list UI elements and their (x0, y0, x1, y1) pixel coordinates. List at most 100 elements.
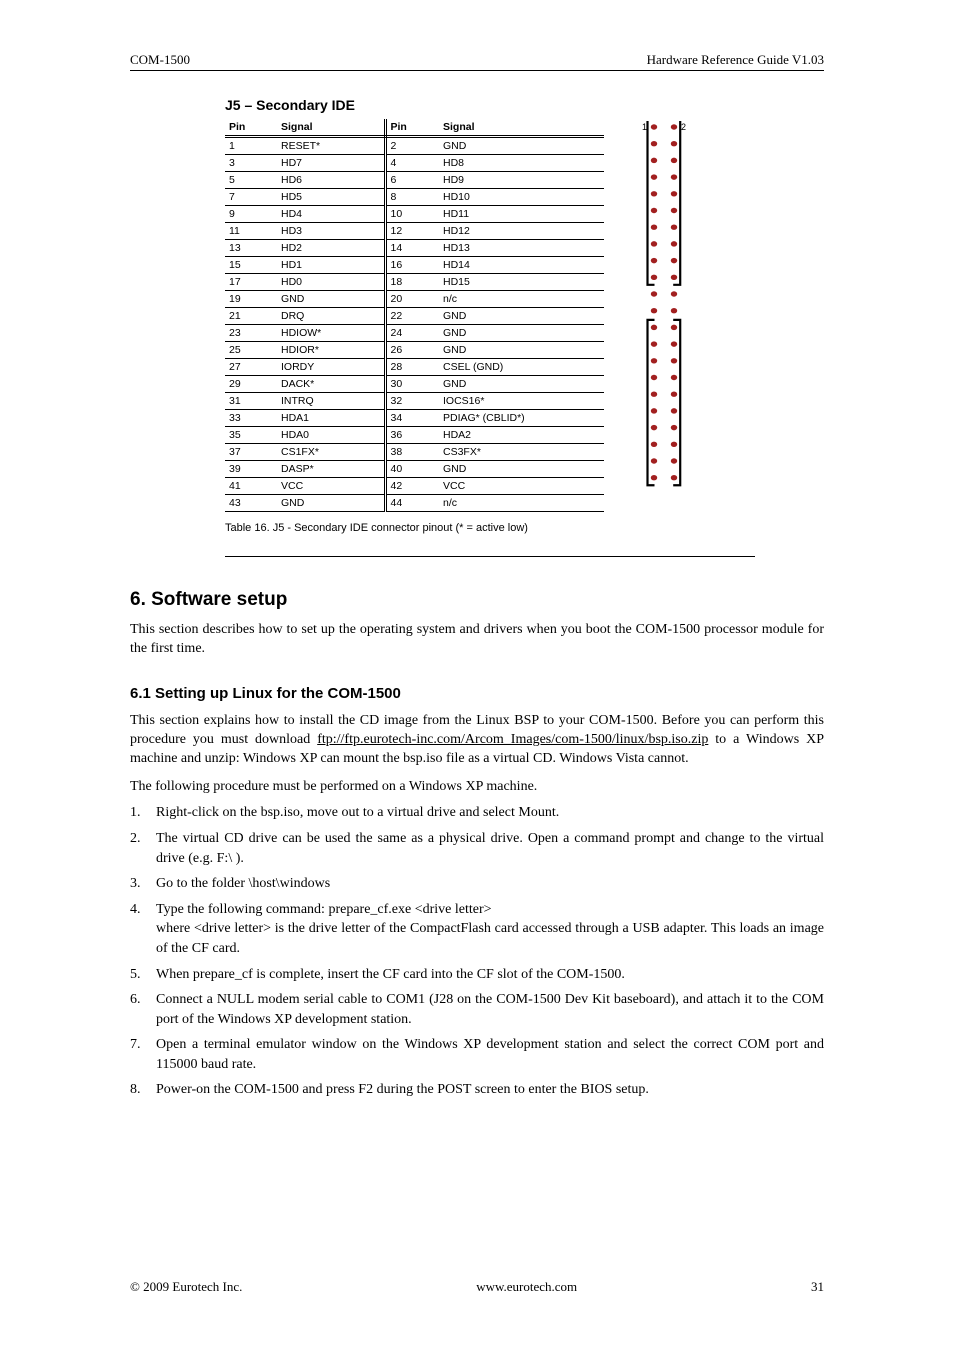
pin-number-cell: 17 (225, 274, 277, 291)
signal-cell: HDA0 (277, 427, 385, 444)
signal-cell: GND (439, 342, 604, 359)
h2-linux-setup: 6.1 Setting up Linux for the COM-1500 (130, 685, 824, 702)
signal-cell: PDIAG* (CBLID*) (439, 410, 604, 427)
footer-url: www.eurotech.com (476, 1279, 577, 1295)
header-doc-title: Hardware Reference Guide V1.03 (647, 52, 824, 68)
signal-cell: IORDY (277, 359, 385, 376)
step-text: Open a terminal emulator window on the W… (156, 1035, 824, 1074)
pin-number-cell: 43 (225, 495, 277, 512)
step-text: Go to the folder \host\windows (156, 874, 824, 894)
pin-number-cell: 1 (225, 137, 277, 155)
pin-number-cell: 4 (385, 155, 439, 172)
signal-cell: HD1 (277, 257, 385, 274)
pin-number-cell: 15 (225, 257, 277, 274)
pin-number-cell: 33 (225, 410, 277, 427)
signal-cell: GND (277, 495, 385, 512)
pin-number-cell: 18 (385, 274, 439, 291)
header-product: COM-1500 (130, 52, 190, 68)
bsp-download-link[interactable]: ftp://ftp.eurotech-inc.com/Arcom_Images/… (317, 732, 708, 747)
signal-cell: VCC (439, 478, 604, 495)
section-title: J5 – Secondary IDE (225, 97, 824, 113)
signal-cell: HDA1 (277, 410, 385, 427)
signal-cell: HDIOR* (277, 342, 385, 359)
signal-cell: GND (439, 461, 604, 478)
connector-diagram: 12 (642, 121, 688, 504)
step-item: 6.Connect a NULL modem serial cable to C… (130, 990, 824, 1029)
step-number: 4. (130, 900, 156, 959)
signal-cell: GND (439, 137, 604, 155)
signal-cell: HDIOW* (277, 325, 385, 342)
signal-cell: VCC (277, 478, 385, 495)
signal-cell: CS1FX* (277, 444, 385, 461)
signal-cell: HD2 (277, 240, 385, 257)
signal-cell: HD5 (277, 189, 385, 206)
pinout-col-header: Signal (439, 119, 604, 137)
step-item: 4.Type the following command: prepare_cf… (130, 900, 824, 959)
signal-cell: HD9 (439, 172, 604, 189)
pin-number-cell: 6 (385, 172, 439, 189)
signal-cell: GND (439, 376, 604, 393)
step-text: Type the following command: prepare_cf.e… (156, 900, 824, 959)
pin-number-cell: 10 (385, 206, 439, 223)
svg-text:2: 2 (681, 122, 686, 132)
signal-cell: n/c (439, 495, 604, 512)
pin-number-cell: 24 (385, 325, 439, 342)
signal-cell: GND (439, 308, 604, 325)
pin-number-cell: 8 (385, 189, 439, 206)
step-number: 8. (130, 1080, 156, 1100)
signal-cell: HD10 (439, 189, 604, 206)
signal-cell: HD11 (439, 206, 604, 223)
pin-number-cell: 35 (225, 427, 277, 444)
step-item: 7.Open a terminal emulator window on the… (130, 1035, 824, 1074)
pin-number-cell: 19 (225, 291, 277, 308)
signal-cell: CS3FX* (439, 444, 604, 461)
pin-number-cell: 3 (225, 155, 277, 172)
pin-number-cell: 23 (225, 325, 277, 342)
signal-cell: IOCS16* (439, 393, 604, 410)
step-number: 5. (130, 965, 156, 985)
pin-number-cell: 42 (385, 478, 439, 495)
signal-cell: HD4 (277, 206, 385, 223)
pinout-col-header: Signal (277, 119, 385, 137)
signal-cell: HD7 (277, 155, 385, 172)
step-number: 7. (130, 1035, 156, 1074)
signal-cell: HD12 (439, 223, 604, 240)
step-item: 3.Go to the folder \host\windows (130, 874, 824, 894)
step-item: 5.When prepare_cf is complete, insert th… (130, 965, 824, 985)
step-number: 1. (130, 803, 156, 823)
pin-number-cell: 25 (225, 342, 277, 359)
footer-copyright: © 2009 Eurotech Inc. (130, 1279, 242, 1295)
signal-cell: CSEL (GND) (439, 359, 604, 376)
signal-cell: GND (439, 325, 604, 342)
table-caption: Table 16. J5 - Secondary IDE connector p… (225, 522, 824, 534)
signal-cell: GND (277, 291, 385, 308)
signal-cell: DRQ (277, 308, 385, 325)
pin-number-cell: 39 (225, 461, 277, 478)
signal-cell: HDA2 (439, 427, 604, 444)
signal-cell: DASP* (277, 461, 385, 478)
body-linux-2: The following procedure must be performe… (130, 778, 824, 797)
signal-cell: HD8 (439, 155, 604, 172)
step-item: 1.Right-click on the bsp.iso, move out t… (130, 803, 824, 823)
signal-cell: RESET* (277, 137, 385, 155)
pin-number-cell: 26 (385, 342, 439, 359)
steps-list: 1.Right-click on the bsp.iso, move out t… (130, 803, 824, 1100)
step-text: Power-on the COM-1500 and press F2 durin… (156, 1080, 824, 1100)
pin-number-cell: 13 (225, 240, 277, 257)
footer-page-number: 31 (811, 1279, 824, 1295)
pin-number-cell: 22 (385, 308, 439, 325)
pin-number-cell: 30 (385, 376, 439, 393)
body-intro: This section describes how to set up the… (130, 621, 824, 659)
h1-software-setup: 6. Software setup (130, 589, 824, 611)
pin-number-cell: 14 (385, 240, 439, 257)
pin-number-cell: 44 (385, 495, 439, 512)
pin-number-cell: 16 (385, 257, 439, 274)
step-text: The virtual CD drive can be used the sam… (156, 829, 824, 868)
signal-cell: HD3 (277, 223, 385, 240)
pin-number-cell: 21 (225, 308, 277, 325)
signal-cell: n/c (439, 291, 604, 308)
pinout-col-header: Pin (385, 119, 439, 137)
page-header: COM-1500 Hardware Reference Guide V1.03 (130, 52, 824, 71)
pinout-col-header: Pin (225, 119, 277, 137)
pinout-area: PinSignalPinSignal1RESET*2GND3HD74HD85HD… (225, 119, 824, 512)
